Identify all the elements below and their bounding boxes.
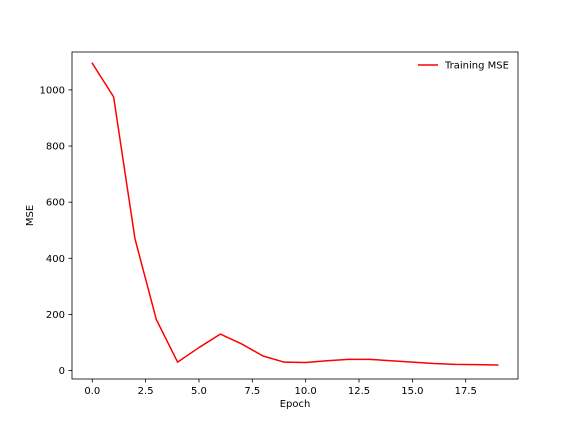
y-tick-label: 1000 <box>40 85 65 96</box>
y-tick-label: 800 <box>46 142 65 153</box>
y-tick-label: 200 <box>46 310 65 321</box>
plot-area <box>72 52 518 379</box>
x-tick-label: 10.0 <box>295 386 317 397</box>
x-tick-label: 2.5 <box>138 386 154 397</box>
x-axis-label: Epoch <box>280 399 311 410</box>
plot-background <box>72 52 518 379</box>
x-tick-label: 12.5 <box>348 386 370 397</box>
series-layer <box>91 62 499 366</box>
axes-frame <box>71 51 519 380</box>
x-tick-label: 5.0 <box>191 386 207 397</box>
y-tick-label: 400 <box>46 254 65 265</box>
x-tick-label: 7.5 <box>244 386 260 397</box>
x-tick-label: 15.0 <box>401 386 423 397</box>
x-tick-label: 0.0 <box>84 386 100 397</box>
legend-label: Training MSE <box>444 61 509 72</box>
legend: Training MSE <box>418 61 509 72</box>
series-line-0 <box>91 62 499 366</box>
axes-layer: 0.0 2.5 5.0 7.5 10.0 12.5 15.0 17.5 0 200 400 600 80… <box>40 51 519 397</box>
y-tick-label: 600 <box>46 198 65 209</box>
x-tick-label: 17.5 <box>455 386 477 397</box>
y-tick-label: 0 <box>59 366 65 377</box>
y-axis-label: MSE <box>25 205 36 226</box>
